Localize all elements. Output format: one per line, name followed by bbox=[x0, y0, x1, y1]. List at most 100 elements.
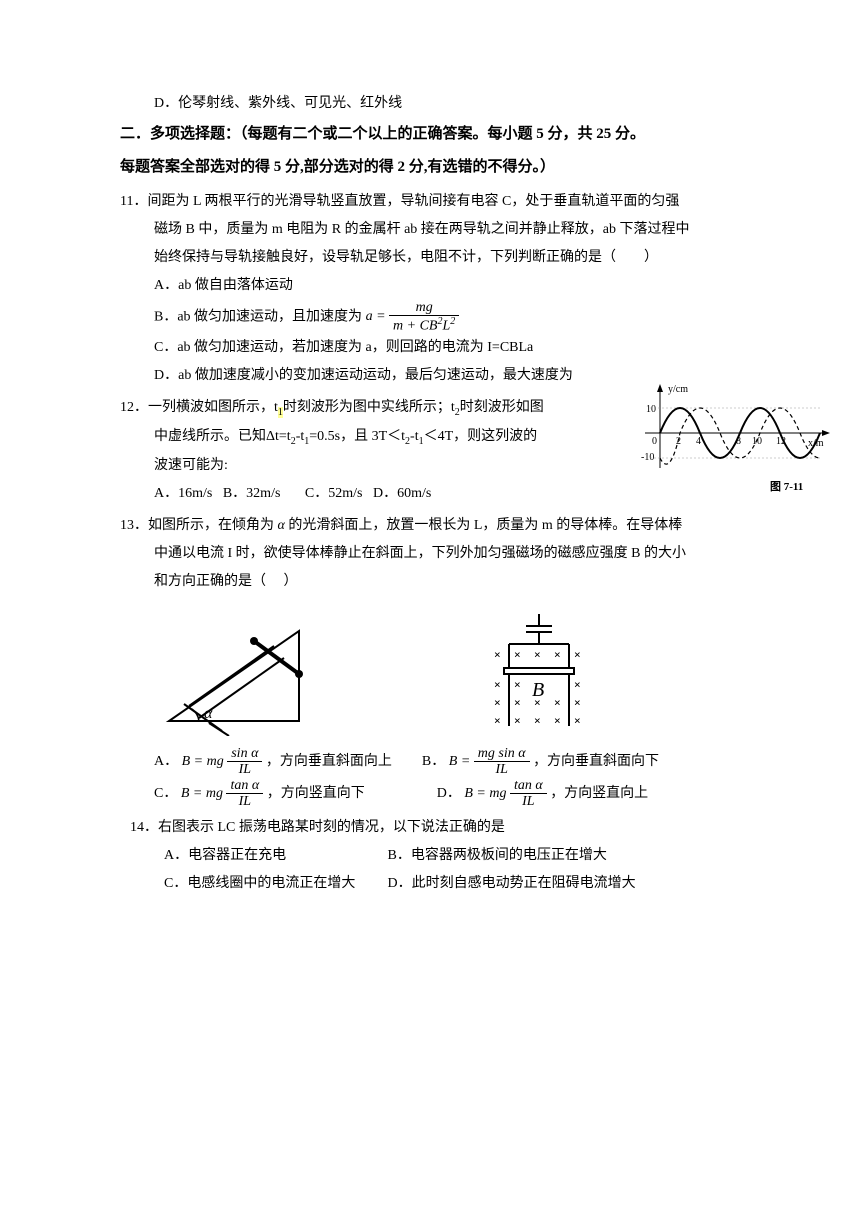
q13c-suf: ，方向竖直向下 bbox=[267, 786, 365, 801]
svg-text:α: α bbox=[204, 705, 213, 722]
svg-text:4: 4 bbox=[696, 436, 701, 447]
q14-opt-a: A．电容器正在充电 bbox=[164, 842, 384, 870]
q13-option-b: B． B = mg sin αIL ，方向垂直斜面向下 bbox=[422, 746, 659, 778]
ylabel: y/cm bbox=[668, 384, 688, 395]
svg-text:×: × bbox=[514, 696, 521, 709]
question-11: 11．间距为 L 两根平行的光滑导轨竖直放置，导轨间接有电容 C，处于垂直轨道平… bbox=[120, 188, 750, 390]
q13d-pre: D． bbox=[437, 786, 461, 801]
q13b-den: IL bbox=[474, 762, 530, 777]
q14-row1: A．电容器正在充电 B．电容器两极板间的电压正在增大 bbox=[164, 842, 750, 870]
q13b-num: mg sin α bbox=[474, 746, 530, 762]
incline-figure: α bbox=[154, 606, 324, 736]
q11-optb-lhs: a = bbox=[366, 309, 386, 324]
q12-opt-a: A．16m/s bbox=[154, 486, 212, 501]
svg-text:×: × bbox=[494, 714, 501, 727]
q11-optb-pre: B．ab 做匀加速运动，且加速度为 bbox=[154, 309, 362, 324]
q12-t2b: -t bbox=[296, 429, 305, 444]
q11-option-b: B．ab 做匀加速运动，且加速度为 a = mg m + CB2L2 bbox=[154, 300, 750, 334]
q14-opt-b: B．电容器两极板间的电压正在增大 bbox=[388, 848, 607, 863]
q11-line1: 11．间距为 L 两根平行的光滑导轨竖直放置，导轨间接有电容 C，处于垂直轨道平… bbox=[120, 188, 750, 216]
prev-option-d: D．伦琴射线、紫外线、可见光、红外线 bbox=[154, 90, 750, 118]
q13b-lhs: B = bbox=[449, 754, 471, 769]
q13c-pre: C． bbox=[154, 786, 177, 801]
svg-text:×: × bbox=[514, 648, 521, 661]
q13c-den: IL bbox=[226, 794, 263, 809]
q13c-lhs: B = mg bbox=[181, 786, 223, 801]
q13-figures: α ××××× ××× ××××× ××××× B bbox=[154, 606, 750, 736]
q14-line1: 14．右图表示 LC 振荡电路某时刻的情况，以下说法正确的是 bbox=[130, 814, 750, 842]
q12-t1b: 时刻波形为图中实线所示；t bbox=[283, 400, 455, 415]
q13-t1b: 的光滑斜面上，放置一根长为 L，质量为 m 的导体棒。在导体棒 bbox=[288, 518, 682, 533]
q13-t3: 和方向正确的是（ ） bbox=[154, 574, 298, 589]
q13b-suf: ，方向垂直斜面向下 bbox=[533, 754, 659, 769]
q13-line3: 和方向正确的是（ ） bbox=[154, 568, 750, 596]
q13-t1a: 13．如图所示，在倾角为 bbox=[120, 518, 274, 533]
q13-options: A． B = mg sin αIL ，方向垂直斜面向上 B． B = mg si… bbox=[154, 746, 750, 810]
question-12: y/cm x/m 10 0 -10 2 4 8 10 12 图 7-11 12．… bbox=[120, 394, 750, 508]
svg-text:10: 10 bbox=[646, 404, 656, 415]
svg-text:×: × bbox=[494, 678, 501, 691]
q12-t1a: 12．一列横波如图所示，t bbox=[120, 400, 278, 415]
question-13: 13．如图所示，在倾角为 α 的光滑斜面上，放置一根长为 L，质量为 m 的导体… bbox=[120, 512, 750, 810]
svg-text:B: B bbox=[532, 679, 544, 701]
svg-text:×: × bbox=[534, 648, 541, 661]
svg-text:10: 10 bbox=[752, 436, 762, 447]
svg-text:×: × bbox=[554, 696, 561, 709]
q13c-num: tan α bbox=[226, 778, 263, 794]
q12-t1c: 时刻波形如图 bbox=[460, 400, 544, 415]
q13d-den: IL bbox=[510, 794, 547, 809]
q13-line1: 13．如图所示，在倾角为 α 的光滑斜面上，放置一根长为 L，质量为 m 的导体… bbox=[120, 512, 750, 540]
svg-text:×: × bbox=[554, 714, 561, 727]
wave-graph: y/cm x/m 10 0 -10 2 4 8 10 12 图 7-11 bbox=[640, 378, 840, 498]
q13a-den: IL bbox=[227, 762, 262, 777]
q13a-num: sin α bbox=[227, 746, 262, 762]
q12-t2d: -t bbox=[410, 429, 419, 444]
svg-text:×: × bbox=[554, 648, 561, 661]
section-2-line1: 二．多项选择题：（每题有二个或二个以上的正确答案。每小题 5 分，共 25 分。 bbox=[120, 126, 645, 142]
q12-t2a: 中虚线所示。已知Δt=t bbox=[154, 429, 291, 444]
q11-option-c: C．ab 做匀加速运动，若加速度为 a，则回路的电流为 I=CBLa bbox=[154, 334, 750, 362]
q13-option-d: D． B = mg tan αIL ，方向竖直向上 bbox=[437, 778, 648, 810]
q11-optb-frac: mg m + CB2L2 bbox=[389, 300, 459, 334]
q11-optb-num: mg bbox=[389, 300, 459, 316]
svg-text:×: × bbox=[534, 714, 541, 727]
svg-text:×: × bbox=[574, 648, 581, 661]
q12-t2c: =0.5s，且 3T＜t bbox=[309, 429, 405, 444]
svg-text:0: 0 bbox=[652, 436, 657, 447]
q12-opt-d: D．60m/s bbox=[373, 486, 431, 501]
q13-option-a: A． B = mg sin αIL ，方向垂直斜面向上 bbox=[154, 746, 392, 778]
q11-optb-formula: a = mg m + CB2L2 bbox=[366, 309, 460, 324]
q14-opt-c: C．电感线圈中的电流正在增大 bbox=[164, 870, 384, 898]
alpha-symbol: α bbox=[278, 518, 285, 533]
section-2-line2: 每题答案全部选对的得 5 分,部分选对的得 2 分,有选错的不得分。） bbox=[120, 159, 555, 175]
graph-caption: 图 7-11 bbox=[770, 480, 803, 493]
q13d-num: tan α bbox=[510, 778, 547, 794]
q12-opt-b: B．32m/s bbox=[223, 486, 281, 501]
q11-line3: 始终保持与导轨接触良好，设导轨足够长，电阻不计，下列判断正确的是（ ） bbox=[154, 244, 750, 272]
question-14: 14．右图表示 LC 振荡电路某时刻的情况，以下说法正确的是 A．电容器正在充电… bbox=[130, 814, 750, 898]
q12-opt-c: C．52m/s bbox=[305, 486, 363, 501]
q12-t2e: ＜4T，则这列波的 bbox=[424, 429, 538, 444]
svg-text:×: × bbox=[574, 696, 581, 709]
wave-graph-svg: y/cm x/m 10 0 -10 2 4 8 10 12 图 7-11 bbox=[640, 378, 840, 498]
q13d-lhs: B = mg bbox=[464, 786, 506, 801]
capacitor-field-figure: ××××× ××× ××××× ××××× B bbox=[484, 606, 614, 736]
svg-text:×: × bbox=[514, 678, 521, 691]
svg-text:-10: -10 bbox=[641, 452, 654, 463]
q13b-pre: B． bbox=[422, 754, 445, 769]
svg-text:×: × bbox=[494, 648, 501, 661]
q13-option-c: C． B = mg tan αIL ，方向竖直向下 bbox=[154, 778, 365, 810]
svg-text:×: × bbox=[514, 714, 521, 727]
q11-option-a: A．ab 做自由落体运动 bbox=[154, 272, 750, 300]
q11-optb-den: m + CB2L2 bbox=[389, 316, 459, 334]
q11-line2: 磁场 B 中，质量为 m 电阻为 R 的金属杆 ab 接在两导轨之间并静止释放，… bbox=[154, 216, 750, 244]
q14-row2: C．电感线圈中的电流正在增大 D．此时刻自感电动势正在阻碍电流增大 bbox=[164, 870, 750, 898]
q13-line2: 中通以电流 I 时，欲使导体棒静止在斜面上，下列外加匀强磁场的磁感应强度 B 的… bbox=[154, 540, 750, 568]
svg-text:×: × bbox=[574, 714, 581, 727]
q13a-pre: A． bbox=[154, 754, 178, 769]
q13d-suf: ，方向竖直向上 bbox=[550, 786, 648, 801]
q14-opt-d: D．此时刻自感电动势正在阻碍电流增大 bbox=[388, 876, 636, 891]
section-2-header: 二．多项选择题：（每题有二个或二个以上的正确答案。每小题 5 分，共 25 分。… bbox=[120, 118, 750, 184]
svg-text:×: × bbox=[494, 696, 501, 709]
svg-text:×: × bbox=[574, 678, 581, 691]
